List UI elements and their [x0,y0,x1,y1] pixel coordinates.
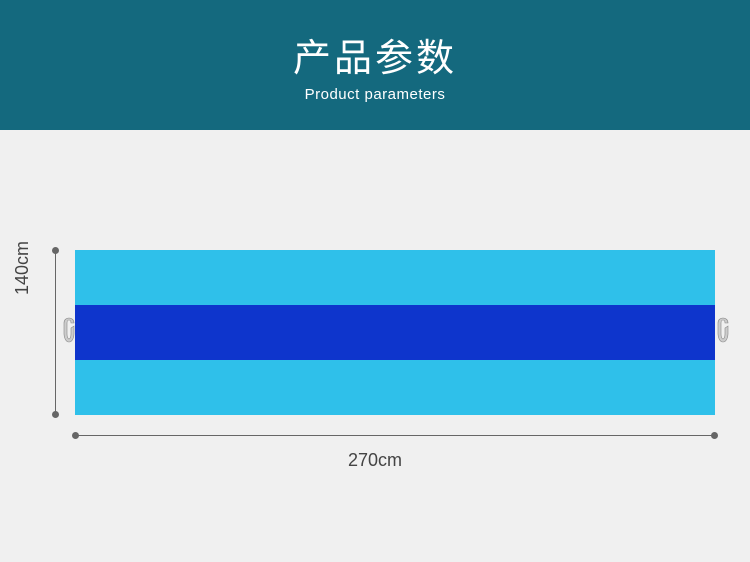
dimension-line-horizontal [75,435,715,436]
dimension-label-height: 140cm [12,241,33,295]
hook-icon-left [62,317,76,343]
dimension-line-vertical [55,250,56,415]
hook-icon-right [716,317,730,343]
stripe-middle [75,305,715,360]
header-banner: 产品参数 Product parameters [0,0,750,130]
diagram-area: 140cm 270cm [0,130,750,562]
header-title-en: Product parameters [305,86,446,103]
stripe-top [75,250,715,305]
header-title-cn: 产品参数 [293,27,457,82]
product-rectangle [75,250,715,415]
stripe-bottom [75,360,715,415]
dimension-label-width: 270cm [0,450,750,471]
